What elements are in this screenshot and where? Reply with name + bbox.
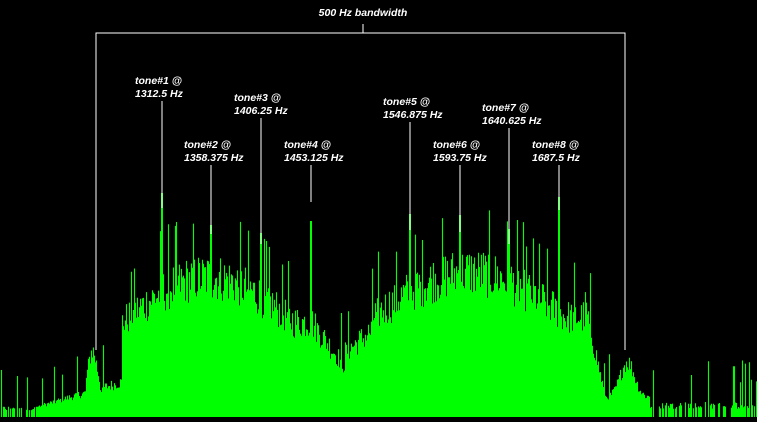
spectrum-plot xyxy=(0,193,757,417)
tone-label-freq-5: 1546.875 Hz xyxy=(383,109,443,121)
tone-label-freq-6: 1593.75 Hz xyxy=(433,152,487,164)
tone-label-name-4: tone#4 @ xyxy=(284,139,331,151)
tone-label-name-5: tone#5 @ xyxy=(383,96,430,108)
tone-label-name-2: tone#2 @ xyxy=(184,139,231,151)
tone-label-freq-1: 1312.5 Hz xyxy=(135,88,184,100)
bandwidth-bracket-line xyxy=(95,24,626,350)
tone-annotations: tone#1 @1312.5 Hz tone#2 @1358.375 Hz tone… xyxy=(135,75,581,244)
tone-label-freq-4: 1453.125 Hz xyxy=(284,152,344,164)
tone-label-name-6: tone#6 @ xyxy=(433,139,480,151)
tone-label-freq-3: 1406.25 Hz xyxy=(234,105,288,117)
tone-label-name-3: tone#3 @ xyxy=(234,92,281,104)
tone-label-freq-2: 1358.375 Hz xyxy=(184,152,244,164)
bandwidth-label: 500 Hz bandwidth xyxy=(319,7,408,19)
spectrum-trace xyxy=(0,210,757,417)
tone-label-freq-8: 1687.5 Hz xyxy=(532,152,581,164)
tone-label-name-7: tone#7 @ xyxy=(482,102,529,114)
tone-label-freq-7: 1640.625 Hz xyxy=(482,115,542,127)
tone-label-name-1: tone#1 @ xyxy=(135,75,182,87)
bandwidth-bracket: 500 Hz bandwidth xyxy=(95,7,626,350)
tone-label-name-8: tone#8 @ xyxy=(532,139,579,151)
